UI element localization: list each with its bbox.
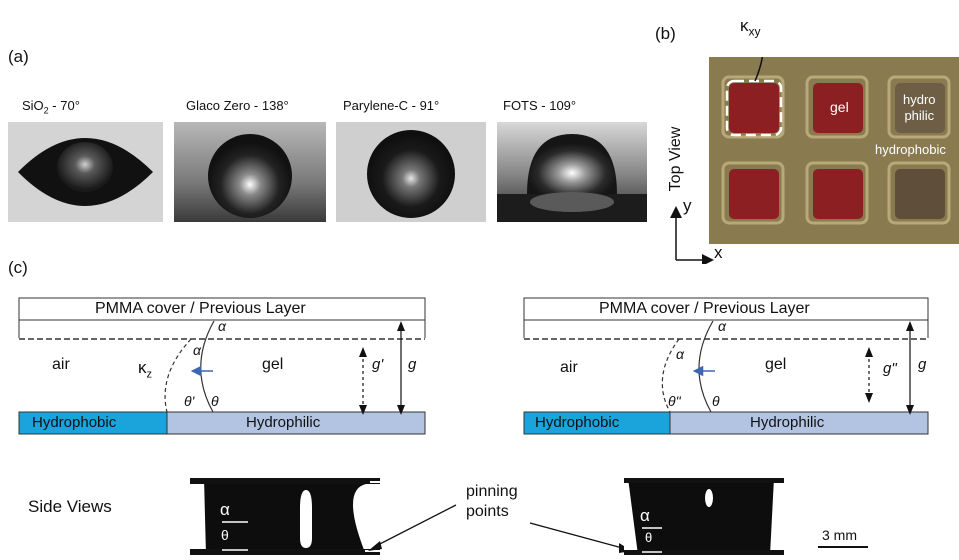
caption-main: SiO [22, 98, 44, 113]
left-side-theta: θ [221, 527, 229, 543]
left-gap-small: g' [372, 356, 384, 373]
pinning-line1: pinning [466, 483, 518, 500]
right-schematic [523, 297, 933, 437]
left-alpha-top: α [218, 318, 226, 334]
left-alpha-mid: α [193, 342, 201, 358]
axis-y-label: y [683, 196, 692, 215]
right-theta: θ [712, 393, 720, 409]
kappa-symbol: κ [740, 16, 749, 35]
side-view-photo-left [190, 478, 380, 555]
gel-pad-label: gel [830, 99, 849, 115]
right-side-alpha: α [640, 506, 650, 525]
left-hydrophilic-label: Hydrophilic [246, 414, 321, 431]
left-schematic [18, 297, 428, 437]
side-view-photo-right [624, 478, 784, 555]
right-gap-small: g" [883, 360, 897, 377]
panel-b-label: (b) [655, 24, 676, 43]
right-hydrophilic-label: Hydrophilic [750, 414, 825, 431]
kappa-xy-label: κxy [740, 16, 761, 38]
right-theta-dprime: θ" [668, 393, 681, 409]
hydrophobic-region-label: hydrophobic [875, 142, 946, 157]
right-alpha-mid: α [676, 346, 684, 362]
left-side-alpha: α [220, 500, 230, 519]
kappa-sub: z [146, 368, 153, 381]
left-air-label: air [52, 356, 70, 373]
caption-sub: 2 [43, 105, 49, 116]
photo-caption-sio2: SiO2 - 70° [22, 98, 80, 116]
right-cover-label: PMMA cover / Previous Layer [599, 300, 810, 317]
photo-caption-fots: FOTS - 109° [503, 98, 577, 113]
left-gel-label: gel [262, 356, 284, 373]
right-gel-label: gel [765, 356, 787, 373]
kappa-symbol: κ [138, 358, 147, 377]
caption-rest: - 70° [48, 98, 80, 113]
droplet-photo-glaco [174, 122, 326, 222]
hydrophilic-label-line1: hydro [903, 92, 936, 107]
left-theta-prime: θ' [184, 393, 195, 409]
top-view-photo [709, 42, 959, 244]
photo-caption-parylene: Parylene-C - 91° [343, 98, 440, 113]
pinning-arrows [360, 497, 660, 555]
pinning-points-label: pinning points [466, 482, 518, 522]
left-theta: θ [211, 393, 219, 409]
left-hydrophobic-label: Hydrophobic [32, 414, 117, 431]
droplet-photo-parylene [336, 122, 486, 222]
side-views-label: Side Views [28, 497, 112, 516]
right-gap: g [918, 356, 927, 373]
right-side-theta: θ [645, 530, 653, 545]
xy-axes [666, 192, 716, 266]
kappa-z-label: κz [138, 358, 152, 380]
hydrophilic-label-line2: philic [904, 108, 935, 123]
right-air-label: air [560, 359, 578, 376]
left-gap: g [408, 356, 417, 373]
right-alpha-top: α [718, 318, 726, 334]
left-cover-label: PMMA cover / Previous Layer [95, 300, 306, 317]
scale-bar [818, 546, 868, 548]
axis-x-label: x [714, 243, 723, 262]
kappa-sub: xy [748, 24, 761, 39]
droplet-photo-sio2 [8, 122, 163, 222]
right-hydrophobic-label: Hydrophobic [535, 414, 620, 431]
scale-bar-label: 3 mm [822, 527, 857, 543]
photo-caption-glaco: Glaco Zero - 138° [186, 98, 289, 113]
hydrophilic-pad-label: hydro philic [903, 92, 936, 124]
panel-c-label: (c) [8, 258, 28, 277]
pinning-line2: points [466, 503, 509, 520]
droplet-photo-fots [497, 122, 647, 222]
panel-a-label: (a) [8, 47, 29, 66]
